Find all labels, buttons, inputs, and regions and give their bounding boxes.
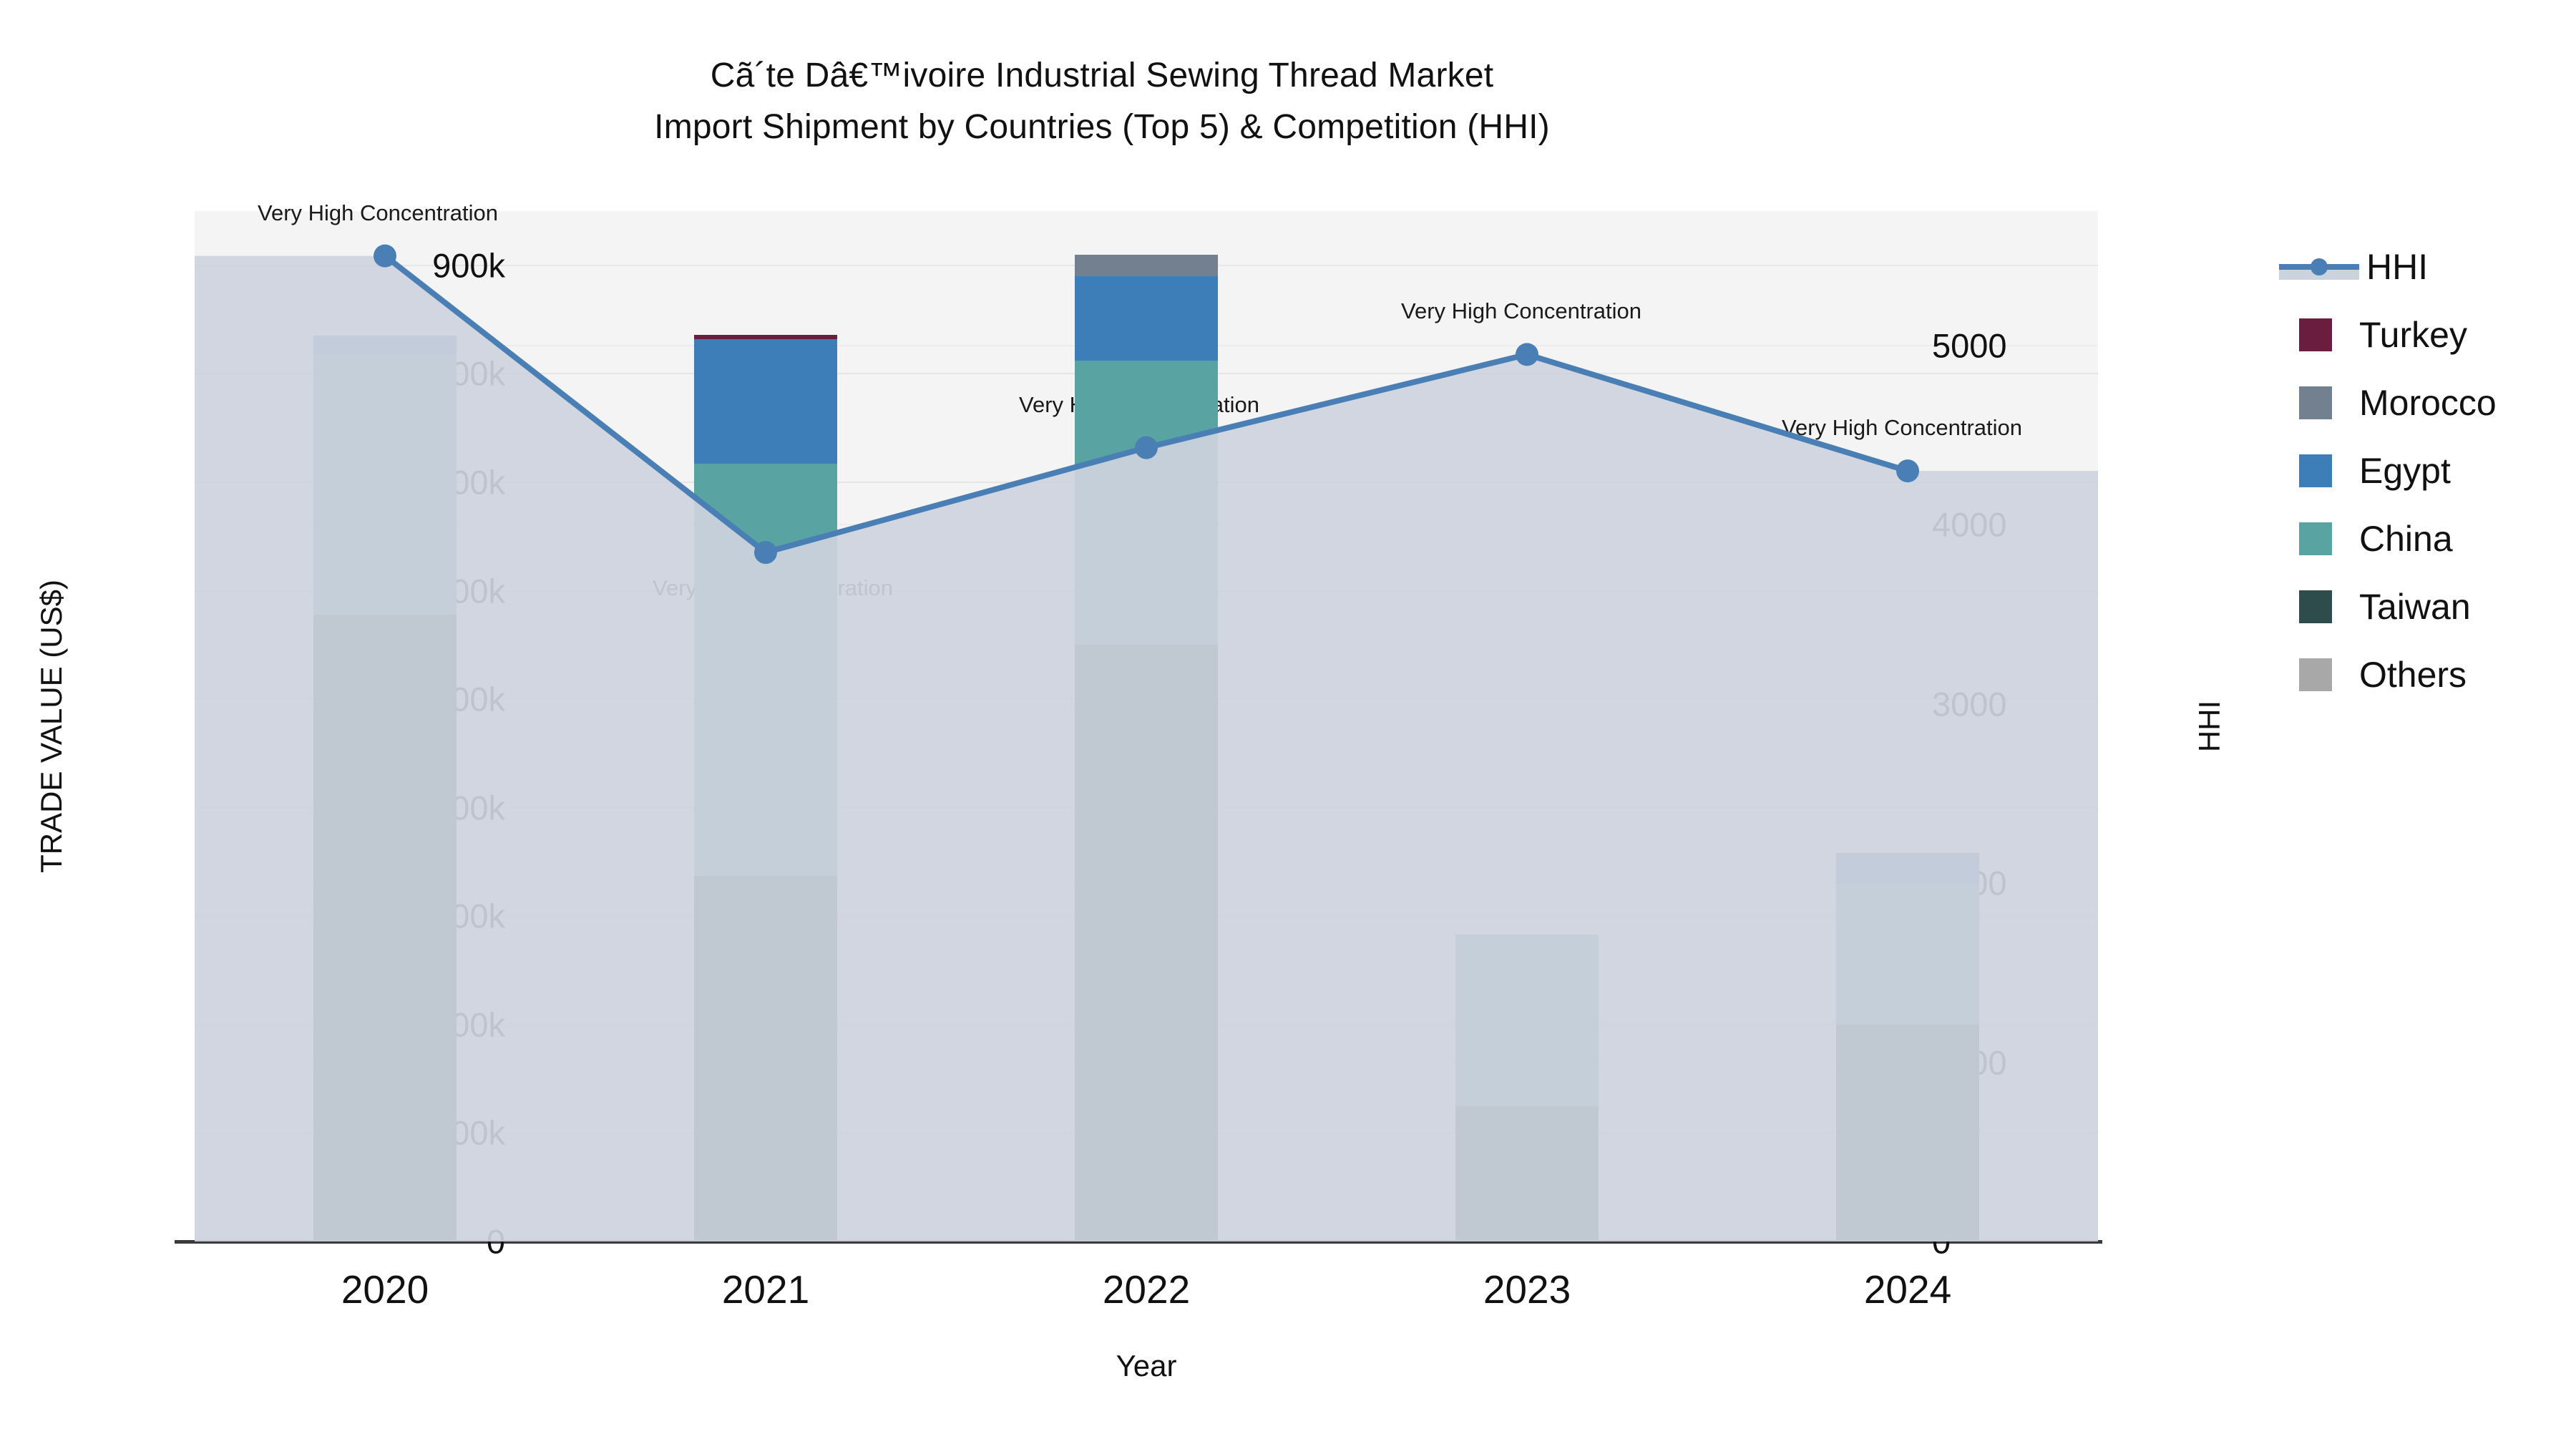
legend-label: Morocco <box>2359 382 2497 423</box>
bar-segment[interactable] <box>313 354 457 615</box>
legend-item-others[interactable]: Others <box>2279 640 2572 708</box>
legend-item-taiwan[interactable]: Taiwan <box>2279 572 2572 640</box>
legend-color-swatch <box>2299 386 2332 419</box>
x-axis-tick: 2022 <box>1102 1267 1191 1312</box>
bar-segment[interactable] <box>1455 1106 1599 1241</box>
bar-series <box>195 211 2098 1241</box>
legend-item-china[interactable]: China <box>2279 504 2572 572</box>
chart-title-line-1: Cã´te Dâ€™ivoire Industrial Sewing Threa… <box>710 57 1494 94</box>
legend-item-hhi[interactable]: HHI <box>2279 233 2572 301</box>
bar-segment[interactable] <box>694 338 837 464</box>
legend: HHI Turkey Morocco Egypt China Taiwan Others <box>2279 233 2572 708</box>
x-axis-label: Year <box>1116 1349 1177 1382</box>
legend-item-egypt[interactable]: Egypt <box>2279 436 2572 504</box>
bar-segment[interactable] <box>1836 1024 1979 1241</box>
plot-area <box>175 211 2102 1244</box>
bar-segment[interactable] <box>1075 645 1218 1241</box>
x-axis-tick: 2020 <box>341 1267 429 1312</box>
bar-stack[interactable] <box>1075 211 1218 1241</box>
bar-segment[interactable] <box>1836 853 1979 859</box>
x-axis-tick: 2021 <box>721 1267 810 1312</box>
bar-segment[interactable] <box>1075 254 1218 276</box>
x-axis-tick: 2023 <box>1483 1267 1571 1312</box>
bar-segment[interactable] <box>313 614 457 1241</box>
bar-segment[interactable] <box>1836 883 1979 1025</box>
legend-color-swatch <box>2299 318 2332 351</box>
bar-stack[interactable] <box>1836 211 1979 1241</box>
legend-color-swatch <box>2299 658 2332 691</box>
x-axis-tick: 2024 <box>1863 1267 1952 1312</box>
legend-color-swatch <box>2299 522 2332 555</box>
bar-stack[interactable] <box>1455 211 1599 1241</box>
legend-label: Taiwan <box>2359 586 2471 627</box>
legend-color-swatch <box>2299 454 2332 487</box>
x-axis-line <box>175 1240 2102 1244</box>
legend-item-turkey[interactable]: Turkey <box>2279 301 2572 369</box>
y-axis-right-label: HHI <box>2192 700 2226 753</box>
legend-item-morocco[interactable]: Morocco <box>2279 369 2572 436</box>
chart-title: Cã´te Dâ€™ivoire Industrial Sewing Threa… <box>0 50 2204 153</box>
bar-stack[interactable] <box>694 211 837 1241</box>
legend-label: China <box>2359 518 2453 559</box>
legend-color-swatch <box>2299 590 2332 623</box>
bar-segment[interactable] <box>1075 275 1218 361</box>
legend-label: Others <box>2359 654 2467 695</box>
chart-title-line-2: Import Shipment by Countries (Top 5) & C… <box>654 108 1550 146</box>
legend-label: Turkey <box>2359 314 2467 355</box>
hhi-annotation: Very High Concentration <box>257 200 499 225</box>
y-axis-left-label: TRADE VALUE (US$) <box>34 580 68 873</box>
bar-segment[interactable] <box>1455 935 1599 1106</box>
bar-segment[interactable] <box>1836 858 1979 884</box>
bar-segment[interactable] <box>313 336 457 355</box>
bar-stack[interactable] <box>313 211 457 1241</box>
bar-segment[interactable] <box>1075 361 1218 645</box>
legend-label: HHI <box>2366 246 2429 287</box>
legend-line-dot <box>2311 258 2328 275</box>
legend-label: Egypt <box>2359 450 2451 491</box>
bar-segment[interactable] <box>694 876 837 1241</box>
legend-line-icon <box>2279 250 2359 283</box>
bar-segment[interactable] <box>694 334 837 339</box>
bar-segment[interactable] <box>694 464 837 877</box>
